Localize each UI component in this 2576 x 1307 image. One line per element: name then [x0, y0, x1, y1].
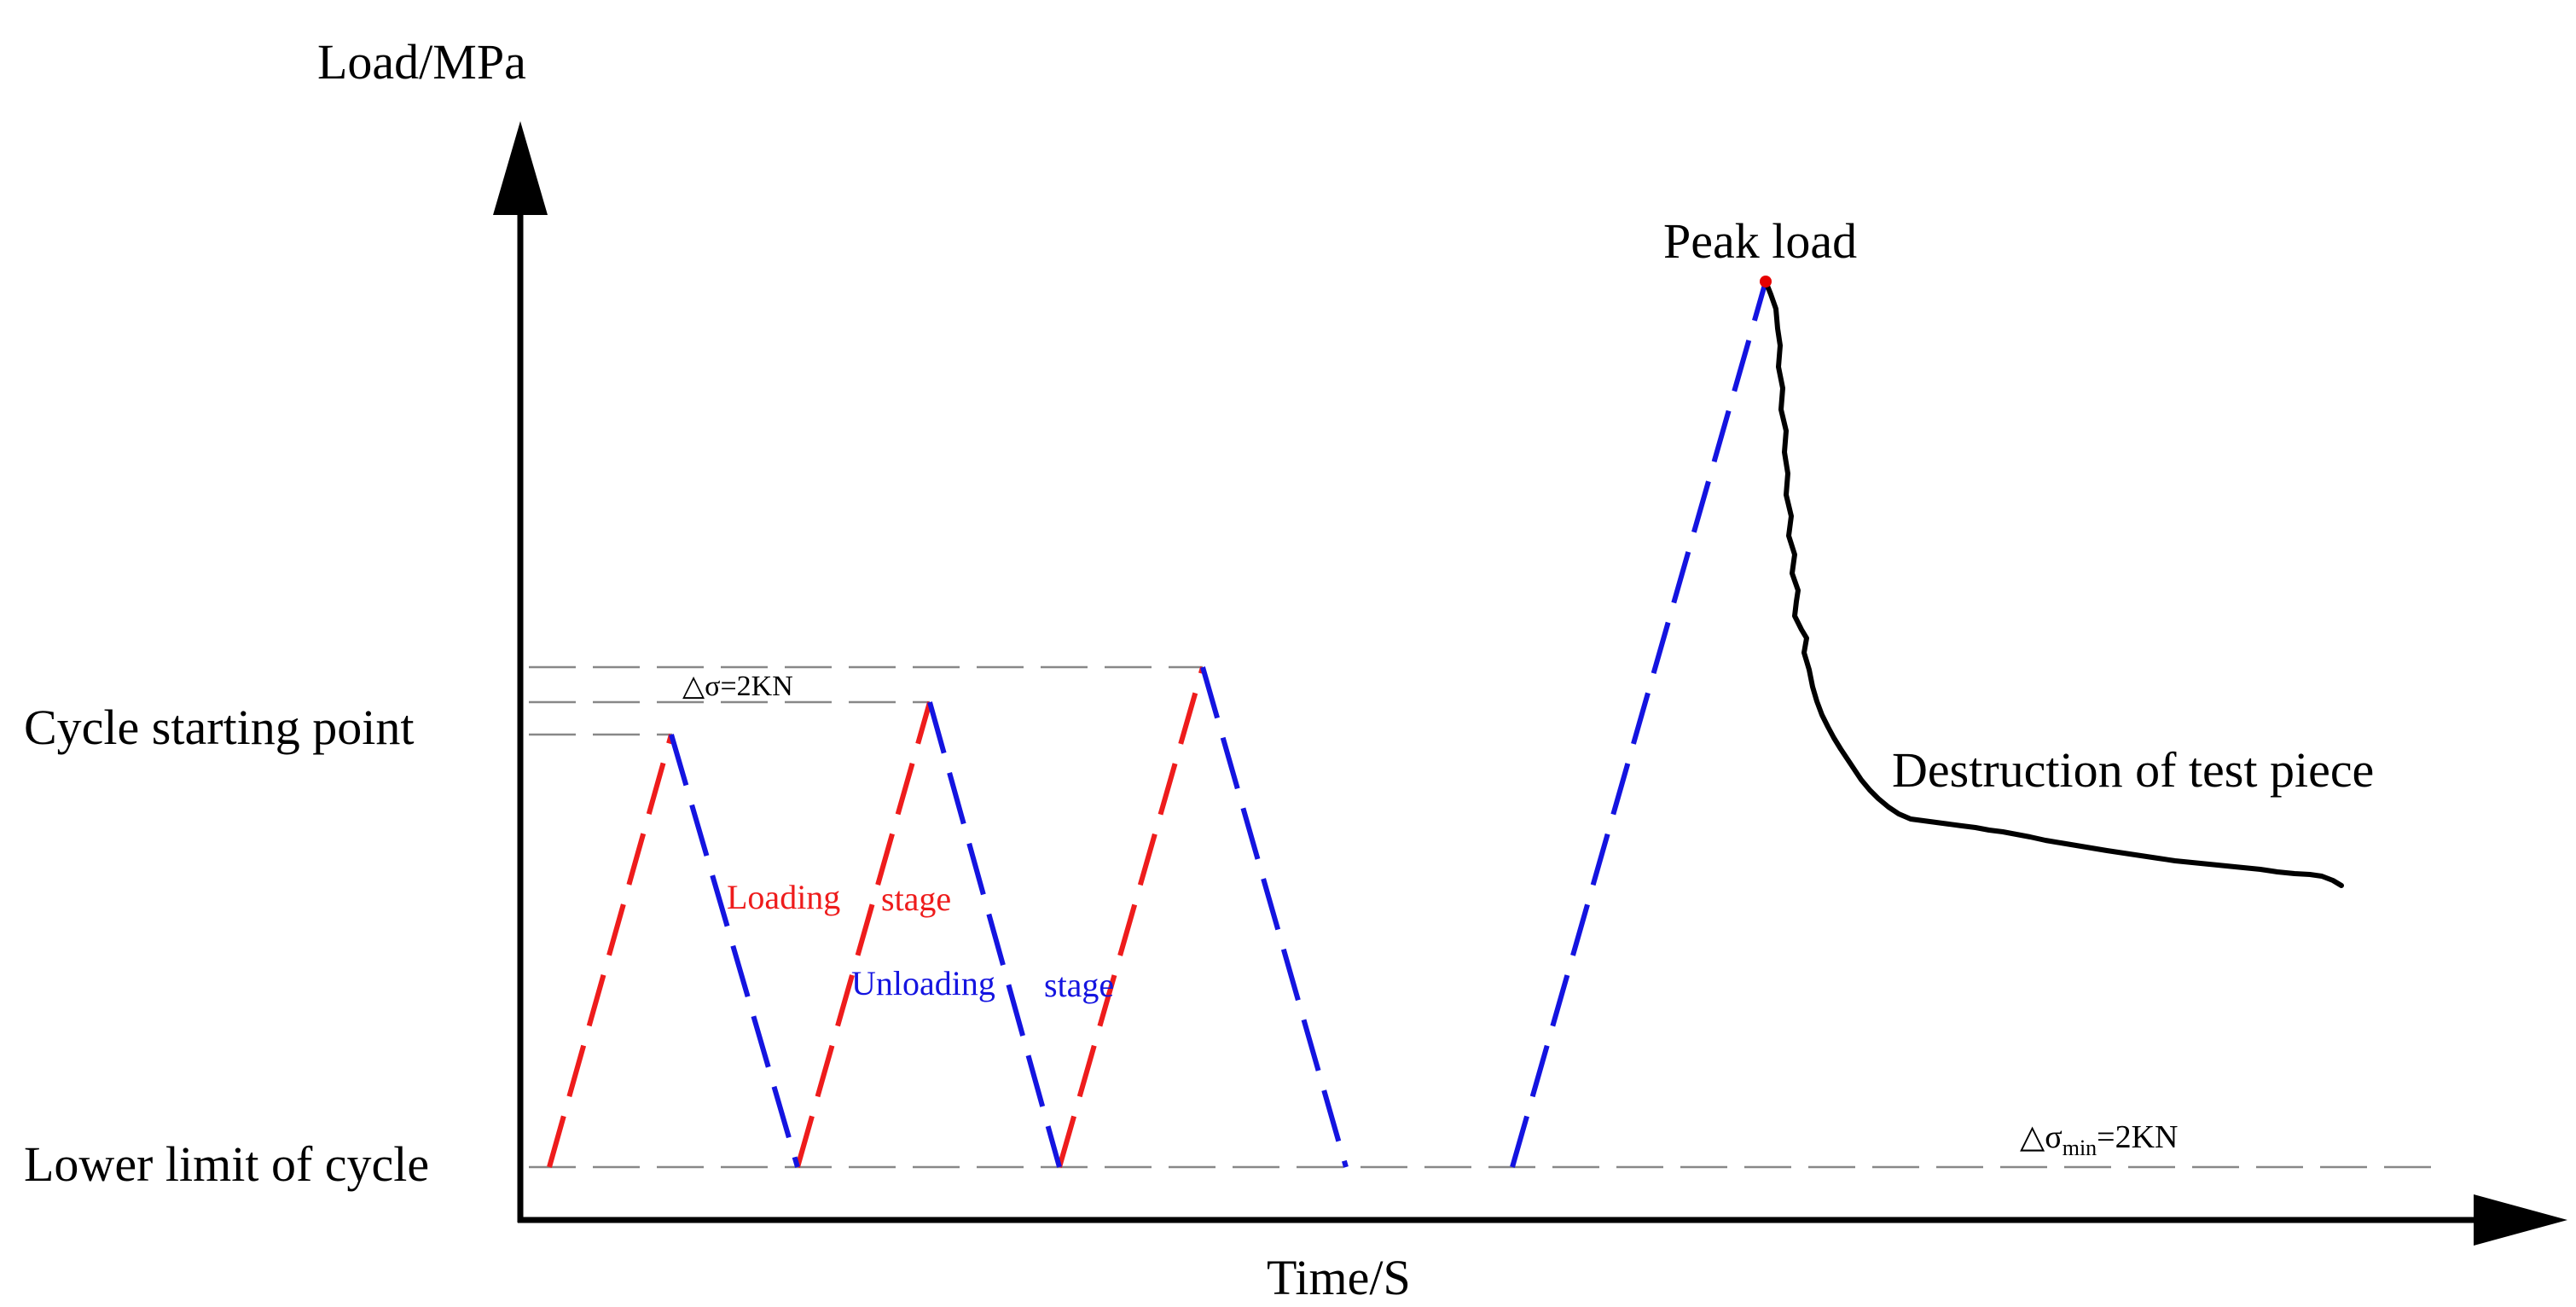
x-axis-title: Time/S	[1267, 1250, 1411, 1305]
destruction-label: Destruction of test piece	[1892, 742, 2374, 798]
unloading-segments	[669, 281, 1768, 1168]
loading-stage-label: stage	[881, 880, 951, 918]
delta-step-value: 2KN	[737, 671, 793, 702]
guide-lines	[529, 665, 2446, 1169]
unloading-label: Unloading	[851, 964, 995, 1002]
delta-min-value: =2KN	[2097, 1119, 2178, 1155]
lower-limit-label: Lower limit of cycle	[24, 1136, 429, 1192]
final-loading-segment	[1510, 281, 1768, 1168]
y-axis-arrow	[493, 121, 548, 215]
cycle-start-label: Cycle starting point	[24, 700, 415, 755]
loading-segment-2	[795, 701, 932, 1168]
delta-min-prefix: △σ	[2020, 1119, 2063, 1155]
delta-step-prefix: △σ=	[682, 671, 737, 702]
unloading-segment-1	[669, 734, 800, 1168]
delta-step-label: △σ=2KN	[682, 671, 793, 702]
destruction-curve	[1763, 279, 2344, 888]
y-axis-title: Load/MPa	[317, 34, 526, 90]
loading-label: Loading	[727, 878, 840, 916]
delta-min-label: △σmin=2KN	[2020, 1119, 2179, 1160]
loading-segments	[547, 666, 1205, 1168]
peak-load-label: Peak load	[1663, 213, 1857, 269]
unloading-stage-label: stage	[1044, 966, 1114, 1004]
loading-segment-1	[547, 734, 674, 1168]
delta-min-subscript: min	[2063, 1136, 2097, 1160]
unloading-segment-2	[927, 701, 1062, 1168]
loading-segment-3	[1057, 666, 1205, 1168]
peak-point	[1760, 276, 1772, 288]
unloading-segment-3	[1200, 666, 1349, 1168]
axes	[493, 121, 2567, 1246]
x-axis-arrow	[2474, 1194, 2567, 1246]
